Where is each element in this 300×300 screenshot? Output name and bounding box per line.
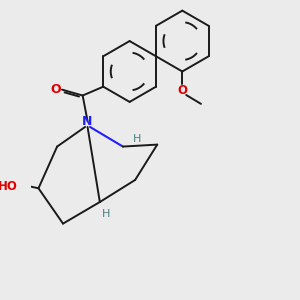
Text: N: N [82,115,92,128]
Text: HO: HO [0,180,18,193]
Text: H: H [101,209,110,219]
Text: O: O [51,82,62,96]
Text: H: H [132,134,141,144]
Text: O: O [177,84,187,97]
